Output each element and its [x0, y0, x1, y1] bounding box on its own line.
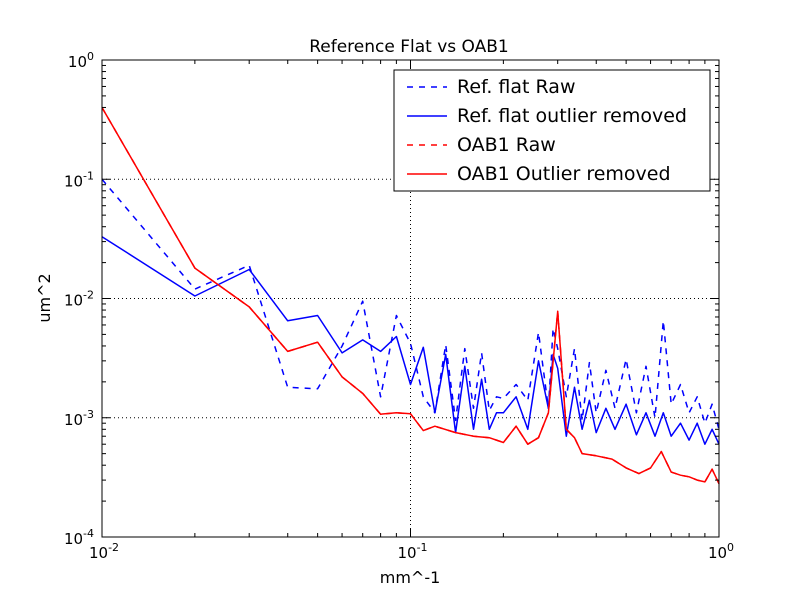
- tick-base: 10: [708, 544, 727, 562]
- chart-title: Reference Flat vs OAB1: [309, 37, 509, 57]
- legend: Ref. flat Raw Ref. flat outlier removed OA…: [393, 69, 711, 192]
- x-axis-label: mm^-1: [380, 568, 441, 587]
- tick-exponent: 0: [727, 541, 734, 554]
- y-tick-label: 100: [68, 50, 94, 71]
- series-layer: [101, 107, 720, 485]
- tick-base: 10: [64, 530, 83, 548]
- y-tick-label: 10-3: [64, 408, 94, 429]
- y-tick-label: 10-4: [64, 527, 94, 548]
- tick-base: 10: [64, 172, 83, 190]
- tick-base: 10: [68, 53, 87, 71]
- series-line-4: [101, 107, 720, 485]
- tick-base: 10: [397, 544, 416, 562]
- tick-exponent: -1: [417, 541, 428, 554]
- legend-label-4: OAB1 Outlier removed: [457, 163, 671, 185]
- tick-base: 10: [89, 544, 108, 562]
- y-tick-label: 10-2: [64, 289, 94, 310]
- tick-exponent: -4: [83, 527, 94, 540]
- tick-base: 10: [64, 292, 83, 310]
- legend-frame: [393, 69, 711, 192]
- legend-label-1: Ref. flat Raw: [457, 76, 576, 98]
- tick-exponent: -1: [83, 169, 94, 182]
- tick-base: 10: [64, 411, 83, 429]
- legend-label-2: Ref. flat outlier removed: [457, 105, 687, 127]
- tick-exponent: 0: [87, 50, 94, 63]
- tick-exponent: -2: [108, 541, 119, 554]
- tick-exponent: -2: [83, 289, 94, 302]
- x-tick-label: 100: [708, 541, 734, 562]
- legend-label-3: OAB1 Raw: [457, 134, 556, 156]
- y-tick-label: 10-1: [64, 169, 94, 190]
- y-axis-label: um^2: [35, 273, 54, 322]
- x-tick-label: 10-2: [89, 541, 119, 562]
- x-tick-label: 10-1: [397, 541, 427, 562]
- series-line-2: [101, 236, 720, 445]
- tick-exponent: -3: [83, 408, 94, 421]
